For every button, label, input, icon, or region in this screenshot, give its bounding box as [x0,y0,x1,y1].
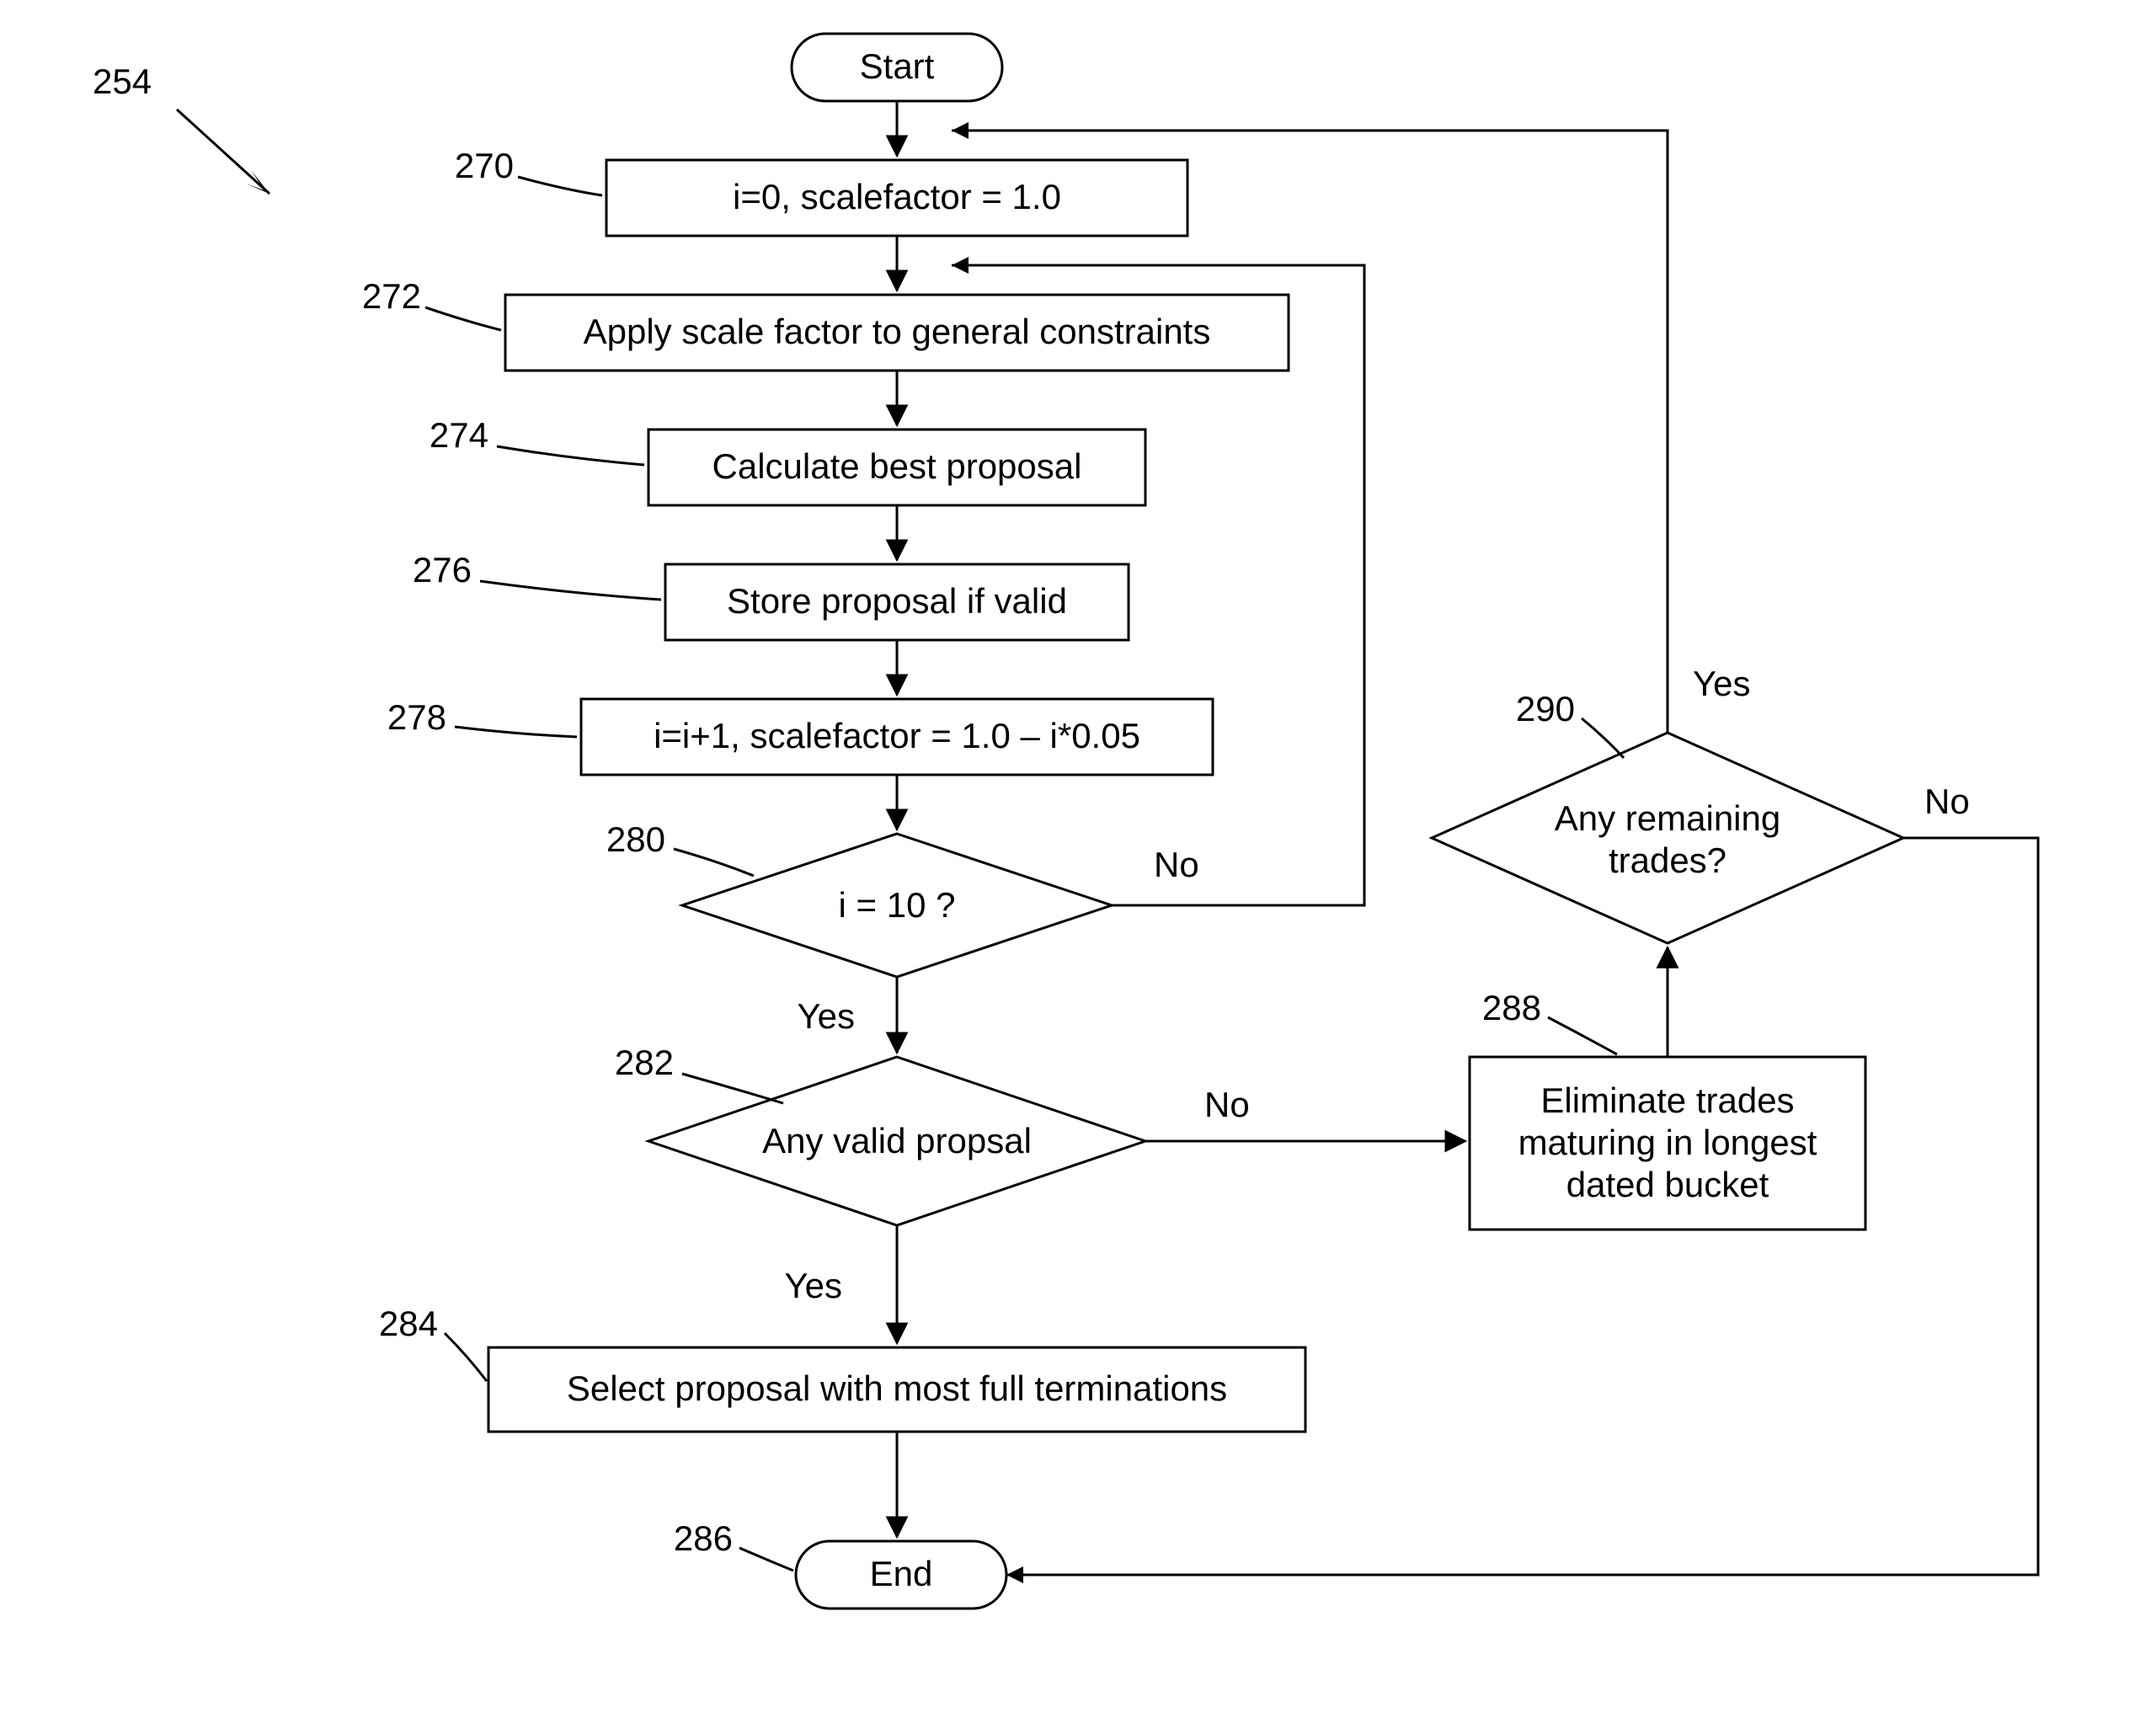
ref-286: 286 [674,1518,733,1558]
edge-280-no-arrow [952,257,969,274]
edge-290-yes-arrow [952,122,969,139]
edge-280-no-label: No [1154,845,1199,884]
ref-282-pointer [682,1074,783,1103]
edge-290-yes-label: Yes [1693,664,1751,703]
ref-284-pointer [445,1333,487,1381]
ref-280: 280 [606,819,665,859]
flowchart-canvas: 254 Start i=0, scalefactor = 1.0 270 App… [0,0,2156,1718]
ref-270-pointer [518,177,602,195]
ref-270: 270 [455,146,514,185]
ref-286-pointer [739,1548,793,1571]
figure-ref-pointer [177,109,270,194]
node-288-text-l1: Eliminate trades [1540,1080,1794,1120]
node-290-text-l2: trades? [1609,840,1726,880]
node-270-text: i=0, scalefactor = 1.0 [733,177,1061,216]
ref-274-pointer [497,446,644,465]
end-label: End [870,1554,933,1593]
node-288-text-l2: maturing in longest [1518,1123,1817,1162]
ref-276-pointer [480,581,661,600]
ref-274: 274 [430,415,488,455]
ref-272-pointer [425,307,501,330]
ref-280-pointer [674,849,754,876]
ref-282: 282 [615,1043,674,1082]
node-284-text: Select proposal with most full terminati… [567,1369,1227,1408]
ref-284: 284 [379,1304,438,1343]
node-288-text-l3: dated bucket [1566,1165,1769,1204]
edge-280-yes-label: Yes [797,996,855,1036]
ref-278-pointer [455,727,577,737]
edge-290-no-label: No [1924,782,1970,821]
node-290-text-l1: Any remaining [1555,798,1780,838]
ref-272: 272 [362,276,421,316]
ref-288-pointer [1548,1017,1617,1054]
node-280-text: i = 10 ? [839,885,956,925]
ref-290: 290 [1516,689,1575,728]
ref-290-pointer [1582,718,1624,758]
figure-ref-254: 254 [93,61,152,101]
node-272-text: Apply scale factor to general constraint… [584,312,1211,351]
node-274-text: Calculate best proposal [712,446,1082,486]
edge-282-yes-label: Yes [784,1266,842,1305]
node-282-text: Any valid propsal [762,1121,1032,1160]
node-278-text: i=i+1, scalefactor = 1.0 – i*0.05 [654,716,1140,755]
ref-288: 288 [1482,988,1541,1027]
edge-290-no-arrow [1006,1566,1023,1583]
ref-276: 276 [413,550,472,590]
node-276-text: Store proposal if valid [727,581,1067,621]
start-label: Start [860,46,935,86]
ref-278: 278 [387,697,446,737]
edge-282-no-label: No [1204,1085,1250,1124]
